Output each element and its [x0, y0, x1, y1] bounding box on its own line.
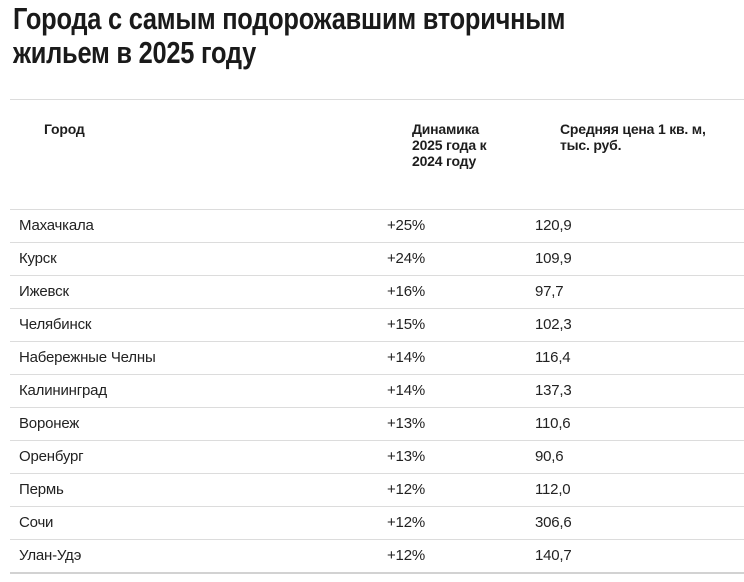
cell-price: 102,3: [535, 316, 572, 333]
table-row: Воронеж +13% 110,6: [10, 407, 744, 440]
cell-dynamics: +16%: [387, 283, 425, 300]
cell-price: 112,0: [535, 481, 571, 498]
cell-city: Набережные Челны: [19, 349, 156, 366]
cell-dynamics: +13%: [387, 415, 425, 432]
cell-dynamics: +13%: [387, 448, 425, 465]
cell-city: Калининград: [19, 382, 107, 399]
table-row: Курск +24% 109,9: [10, 242, 744, 275]
table-header-row: Город Динамика 2025 года к 2024 году Сре…: [10, 100, 744, 209]
cell-price: 116,4: [535, 349, 571, 366]
cell-dynamics: +12%: [387, 547, 425, 564]
table-row: Калининград +14% 137,3: [10, 374, 744, 407]
cell-city: Улан-Удэ: [19, 547, 82, 564]
cell-city: Челябинск: [19, 316, 92, 333]
cell-city: Курск: [19, 250, 57, 267]
title-line-2: жильем в 2025 году: [13, 35, 257, 70]
header-city: Город: [44, 121, 85, 137]
cell-city: Сочи: [19, 514, 54, 531]
cell-city: Пермь: [19, 481, 64, 498]
table-row: Оренбург +13% 90,6: [10, 440, 744, 473]
header-price: Средняя цена 1 кв. м, тыс. руб.: [560, 121, 706, 153]
table-row: Пермь +12% 112,0: [10, 473, 744, 506]
table-row: Челябинск +15% 102,3: [10, 308, 744, 341]
cell-price: 140,7: [535, 547, 572, 564]
cell-price: 90,6: [535, 448, 564, 465]
price-table: Город Динамика 2025 года к 2024 году Сре…: [10, 99, 744, 574]
cell-dynamics: +25%: [387, 217, 425, 234]
cell-city: Махачкала: [19, 217, 94, 234]
cell-dynamics: +12%: [387, 481, 425, 498]
cell-dynamics: +24%: [387, 250, 425, 267]
cell-price: 110,6: [535, 415, 571, 432]
cell-dynamics: +12%: [387, 514, 425, 531]
table-row: Сочи +12% 306,6: [10, 506, 744, 539]
cell-city: Воронеж: [19, 415, 80, 432]
cell-price: 97,7: [535, 283, 564, 300]
cell-city: Ижевск: [19, 283, 69, 300]
cell-price: 137,3: [535, 382, 572, 399]
page-title: Города с самым подорожавшим вторичным жи…: [13, 2, 685, 70]
cell-price: 120,9: [535, 217, 572, 234]
cell-dynamics: +14%: [387, 382, 425, 399]
table-row: Махачкала +25% 120,9: [10, 209, 744, 242]
table-top-divider: [10, 99, 744, 100]
table-bottom-divider: [10, 572, 744, 574]
header-dynamics: Динамика 2025 года к 2024 году: [412, 121, 487, 169]
table-row: Набережные Челны +14% 116,4: [10, 341, 744, 374]
title-line-1: Города с самым подорожавшим вторичным: [13, 1, 566, 36]
table-row: Ижевск +16% 97,7: [10, 275, 744, 308]
cell-dynamics: +14%: [387, 349, 425, 366]
cell-price: 109,9: [535, 250, 572, 267]
cell-dynamics: +15%: [387, 316, 425, 333]
cell-price: 306,6: [535, 514, 572, 531]
table-row: Улан-Удэ +12% 140,7: [10, 539, 744, 572]
cell-city: Оренбург: [19, 448, 84, 465]
